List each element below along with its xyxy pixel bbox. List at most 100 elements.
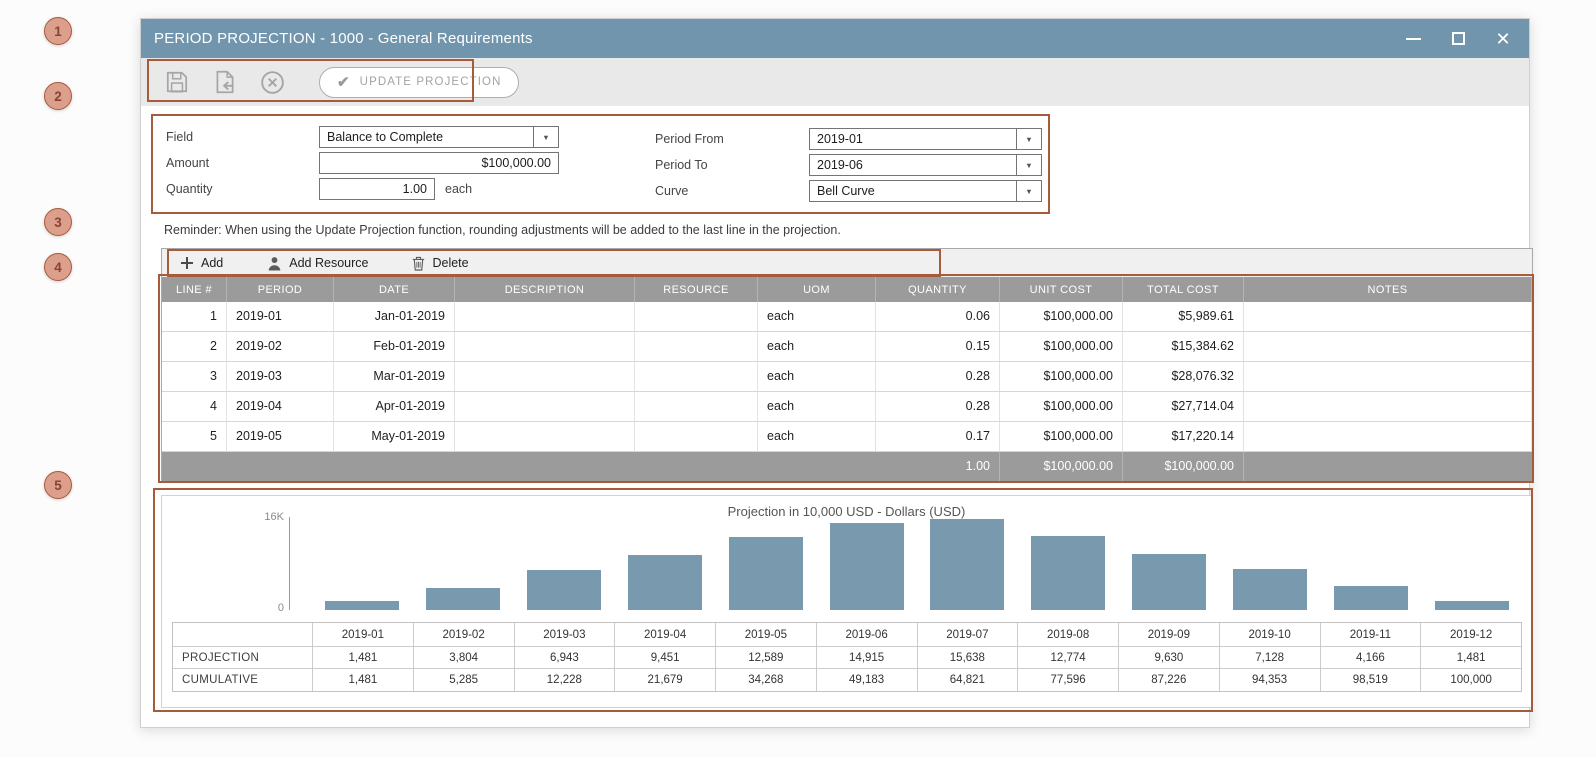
grid-cell[interactable]: 5 [162,422,227,451]
grid-cell[interactable] [1244,332,1532,361]
column-header: DATE [334,277,455,302]
cancel-button[interactable] [259,69,286,96]
close-icon: ✕ [1495,28,1511,49]
grid-cell[interactable]: 1 [162,302,227,331]
grid-cell[interactable]: Jan-01-2019 [334,302,455,331]
chart-bar-slot [1018,517,1119,610]
grid-cell[interactable] [1244,362,1532,391]
chart-table-series-row: CUMULATIVE 1,481 5,285 12,228 21,679 34,268 49… [173,669,1521,691]
period-from-select[interactable]: 2019-01 ▼ [809,128,1042,150]
grid-cell[interactable]: $100,000.00 [1000,362,1123,391]
table-row[interactable]: 3 2019-03 Mar-01-2019 each 0.28 $100,000.00 $2… [162,362,1532,392]
chart-table-value-cell: 3,804 [414,647,515,668]
grid-cell[interactable]: 2019-01 [227,302,334,331]
grid-cell[interactable]: Apr-01-2019 [334,392,455,421]
grid-cell[interactable]: May-01-2019 [334,422,455,451]
grid-cell[interactable]: each [758,422,876,451]
grid-cell[interactable]: $100,000.00 [1000,332,1123,361]
close-button[interactable]: ✕ [1493,29,1513,49]
grid-cell[interactable]: 3 [162,362,227,391]
quantity-field[interactable]: 1.00 [319,178,435,200]
save-button[interactable] [163,69,190,96]
table-row[interactable]: 4 2019-04 Apr-01-2019 each 0.28 $100,000.00 $2… [162,392,1532,422]
grid-cell[interactable] [455,362,635,391]
grid-cell[interactable]: Mar-01-2019 [334,362,455,391]
delete-button[interactable]: Delete [412,256,469,271]
grid-cell[interactable]: $15,384.62 [1123,332,1244,361]
chart-bar-slot [816,517,917,610]
grid-cell[interactable] [1244,392,1532,421]
grid-cell[interactable]: each [758,362,876,391]
grid-cell[interactable]: Feb-01-2019 [334,332,455,361]
grid-cell[interactable] [635,422,758,451]
add-button[interactable]: Add [180,256,223,270]
grid-cell[interactable]: $100,000.00 [1000,302,1123,331]
chevron-down-icon[interactable]: ▼ [1016,129,1041,149]
grid-cell[interactable] [635,332,758,361]
grid-cell[interactable]: 2019-05 [227,422,334,451]
grid-cell[interactable]: $28,076.32 [1123,362,1244,391]
grid-cell[interactable]: $27,714.04 [1123,392,1244,421]
maximize-button[interactable] [1448,29,1468,49]
trash-icon [413,256,425,271]
grid-cell[interactable] [455,302,635,331]
chart-table-value-cell: 34,268 [716,669,817,691]
totals-cell [455,452,635,481]
grid-cell[interactable]: $100,000.00 [1000,392,1123,421]
chart-table-period-cell: 2019-10 [1220,623,1321,646]
amount-label: Amount [166,156,210,170]
totals-cell: $100,000.00 [1123,452,1244,481]
table-row[interactable]: 5 2019-05 May-01-2019 each 0.17 $100,000.00 $1… [162,422,1532,452]
grid-cell[interactable] [455,392,635,421]
table-row[interactable]: 2 2019-02 Feb-01-2019 each 0.15 $100,000.00 $1… [162,332,1532,362]
chart-table-period-cell: 2019-09 [1119,623,1220,646]
chart-bar-slot [614,517,715,610]
amount-field[interactable]: $100,000.00 [319,152,559,174]
grid-cell[interactable]: 2019-04 [227,392,334,421]
grid-cell[interactable] [635,302,758,331]
grid-cell[interactable]: 0.15 [876,332,1000,361]
curve-value: Bell Curve [817,184,875,198]
grid-cell[interactable]: 0.17 [876,422,1000,451]
grid-cell[interactable]: 0.06 [876,302,1000,331]
grid-totals-row: 1.00 $100,000.00 $100,000.00 [162,452,1532,481]
period-to-select[interactable]: 2019-06 ▼ [809,154,1042,176]
cancel-icon [261,70,284,94]
grid-cell[interactable]: each [758,392,876,421]
grid-cell[interactable]: 2 [162,332,227,361]
import-button[interactable] [211,69,238,96]
chart-table-value-cell: 21,679 [615,669,716,691]
grid-cell[interactable] [1244,302,1532,331]
grid-cell[interactable]: 2019-02 [227,332,334,361]
grid-cell[interactable]: $5,989.61 [1123,302,1244,331]
grid-cell[interactable]: 4 [162,392,227,421]
chevron-down-icon[interactable]: ▼ [1016,181,1041,201]
table-row[interactable]: 1 2019-01 Jan-01-2019 each 0.06 $100,000.00 $5… [162,302,1532,332]
grid-cell[interactable] [635,392,758,421]
grid-cell[interactable]: 2019-03 [227,362,334,391]
grid-cell[interactable] [455,332,635,361]
chart-bar [829,523,904,610]
column-header: DESCRIPTION [455,277,635,302]
chevron-down-icon[interactable]: ▼ [1016,155,1041,175]
grid-cell[interactable]: $100,000.00 [1000,422,1123,451]
grid-cell[interactable] [1244,422,1532,451]
grid-cell[interactable]: $17,220.14 [1123,422,1244,451]
chevron-down-icon[interactable]: ▼ [533,127,558,147]
grid-cell[interactable]: each [758,332,876,361]
chart-table-period-cell: 2019-01 [313,623,414,646]
y-axis-line [289,517,290,610]
minimize-button[interactable] [1403,29,1423,49]
update-projection-button[interactable]: ✔ UPDATE PROJECTION [319,66,520,98]
field-select[interactable]: Balance to Complete ▼ [319,126,559,148]
curve-select[interactable]: Bell Curve ▼ [809,180,1042,202]
grid-cell[interactable] [635,362,758,391]
grid-cell[interactable]: 0.28 [876,362,1000,391]
titlebar[interactable]: PERIOD PROJECTION - 1000 - General Requi… [141,19,1529,58]
grid-cell[interactable] [455,422,635,451]
grid-cell[interactable]: each [758,302,876,331]
add-resource-button[interactable]: Add Resource [267,256,368,271]
grid-cell[interactable]: 0.28 [876,392,1000,421]
chart-table-period-cell: 2019-05 [716,623,817,646]
annotation-marker-1: 1 [44,17,72,45]
